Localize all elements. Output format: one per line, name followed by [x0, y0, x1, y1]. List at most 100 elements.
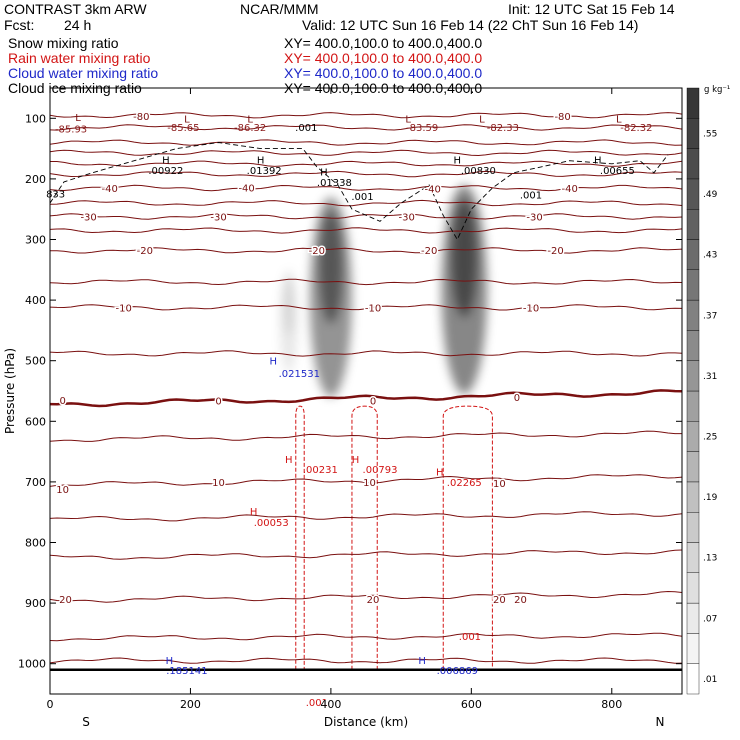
high-marker: H: [270, 357, 278, 368]
isotherm-15: [50, 549, 682, 560]
field-value-label: .001: [459, 632, 481, 643]
colorbar-label: .31: [703, 372, 717, 382]
low-marker: L: [479, 114, 485, 125]
isotherm--20: [50, 247, 682, 254]
y-tick-label: 900: [25, 597, 46, 610]
colorbar-bin: [686, 572, 700, 604]
contour-label: 0: [514, 393, 520, 404]
contour-label: -40: [561, 184, 577, 195]
cloud-ice-contour: [50, 142, 669, 241]
field-value-label: .00655: [600, 166, 635, 177]
field-xy-snow: XY= 400.0,100.0 to 400.0,400.0: [284, 35, 483, 51]
contour-label: 0: [215, 397, 221, 408]
y-tick-label: 700: [25, 476, 46, 489]
high-marker: H: [594, 156, 602, 167]
x-tick-label: 200: [180, 698, 201, 711]
isotherm-5: [50, 430, 682, 442]
field-value-label: .021531: [279, 369, 320, 380]
contour-label: -40: [238, 183, 254, 194]
isotherm-10: [50, 474, 682, 487]
field-value-label: .00231: [303, 465, 338, 476]
isotherm--35: [50, 199, 682, 207]
contour-label: -30: [526, 212, 542, 223]
isotherm--15: [50, 278, 682, 286]
contour-label: 10: [56, 485, 69, 496]
field-label-cloud-water: Cloud water mixing ratio: [8, 65, 159, 81]
x-tick-label: 600: [461, 698, 482, 711]
colorbar-bin: [686, 360, 700, 392]
forecast-hour: 24 h: [64, 17, 92, 33]
isotherm--60: [50, 139, 682, 146]
contour-label: 20: [367, 595, 380, 606]
contour-label: 0: [59, 396, 65, 407]
isotherm-0: [50, 389, 682, 408]
colorbar-bin: [686, 178, 700, 210]
colorbar-label: .55: [703, 129, 717, 139]
field-value-label: -85.93: [55, 125, 87, 136]
contour-label: -20: [421, 246, 437, 257]
high-marker: H: [166, 656, 174, 667]
field-value-label: .00922: [148, 166, 183, 177]
isotherm--80: [50, 112, 682, 119]
model-title: CONTRAST 3km ARW: [4, 1, 147, 17]
y-tick-label: 100: [25, 112, 46, 125]
colorbar: g kg⁻¹ .01 .07 .13 .19 .25 .31 .37 .43 .49 .55: [686, 85, 730, 695]
label-layer: -80 -80 -40 -40 -40 -40 -30 -30 -30 -30 -20 -20 -20 -…: [46, 110, 652, 709]
colorbar-bin: [686, 451, 700, 483]
colorbar-bin: [686, 269, 700, 301]
colorbar-bin: [686, 208, 700, 240]
colorbar-bin: [686, 330, 700, 361]
y-tick-label: 400: [25, 294, 46, 307]
high-marker: H: [285, 455, 293, 466]
snow-column-core-1: [451, 199, 477, 317]
colorbar-bin: [686, 118, 700, 149]
colorbar-bin: [686, 299, 700, 331]
x-tick-label: 400: [320, 698, 341, 711]
rain-column-0: [295, 405, 305, 670]
colorbar-label: .43: [703, 251, 717, 261]
snow-column-core-0: [319, 211, 343, 324]
field-value-label: .01392: [247, 166, 282, 177]
contour-label: -20: [137, 246, 153, 257]
colorbar-bin: [686, 633, 700, 664]
isotherm--30: [50, 213, 682, 220]
colorbar-bin: [686, 663, 700, 695]
field-value-label: -83.59: [406, 123, 438, 134]
isotherm--50: [50, 160, 682, 167]
field-value-label: -85.65: [167, 123, 199, 134]
contour-label: -40: [102, 184, 118, 195]
field-xy-rain: XY= 400.0,100.0 to 400.0,400.0: [284, 50, 483, 66]
contour-label: 20: [493, 595, 506, 606]
contour-label: 20: [514, 595, 527, 606]
contour-label: 10: [212, 478, 225, 489]
contour-label: -30: [399, 212, 415, 223]
contour-label: -20: [547, 246, 563, 257]
low-marker: L: [247, 114, 253, 125]
axis-layer: Distance (km) Pressure (hPa) S N 0 200 400…: [3, 88, 682, 729]
forecast-label: Fcst:: [4, 17, 35, 33]
contour-label: -40: [425, 185, 441, 196]
contour-label: -80: [133, 112, 149, 123]
isotherm--5: [50, 350, 682, 357]
low-marker: L: [184, 114, 190, 125]
colorbar-bin: [686, 239, 700, 270]
field-value-label: .001: [306, 698, 328, 709]
plot-frame: [49, 87, 683, 695]
contour-label: -10: [365, 303, 381, 314]
contour-label: -80: [554, 112, 570, 123]
high-marker: H: [436, 468, 444, 479]
isotherm--70: [50, 124, 682, 131]
colorbar-unit: g kg⁻¹: [704, 85, 730, 95]
y-tick-label: 800: [25, 537, 46, 550]
field-value-label: .02265: [447, 478, 482, 489]
colorbar-bin: [686, 602, 700, 634]
field-value-label: 833: [46, 189, 65, 200]
colorbar-label: .01: [703, 675, 717, 685]
contour-label: -30: [80, 212, 96, 223]
colorbar-label: .49: [703, 190, 718, 200]
high-marker: H: [352, 455, 360, 466]
contour-label: -30: [210, 212, 226, 223]
isotherm--10: [50, 304, 682, 311]
field-label-snow: Snow mixing ratio: [8, 35, 119, 51]
colorbar-bin: [686, 148, 700, 180]
